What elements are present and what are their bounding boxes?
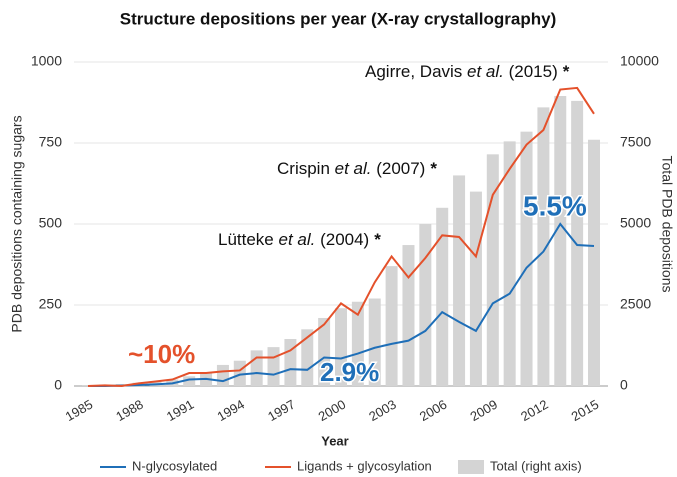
x-tick-label: 2006: [417, 397, 450, 424]
bar: [588, 139, 600, 386]
bar: [554, 96, 567, 387]
bar: [301, 329, 314, 386]
legend-label: Ligands + glycosylation: [297, 458, 432, 473]
bar: [368, 298, 381, 386]
annotation-part: *: [374, 230, 381, 249]
legend-item: Total (right axis): [458, 458, 582, 474]
x-tick-label: 1988: [113, 397, 146, 424]
bar: [183, 376, 196, 386]
bar: [469, 191, 482, 386]
annotation-part: (2015): [504, 62, 558, 81]
y2-tick-label: 10000: [620, 53, 659, 69]
annotation-part: Crispin: [277, 159, 335, 178]
annotation-part: *: [563, 62, 570, 81]
line: [88, 222, 595, 387]
line: [87, 86, 595, 388]
annotation-part: et al.: [279, 230, 316, 249]
bar: [216, 364, 229, 386]
x-tick-label: 2000: [316, 397, 349, 424]
annotation-percent: ~10%: [128, 339, 195, 369]
x-tick-label: 2015: [569, 397, 602, 424]
x-tick-label: 2009: [467, 397, 500, 424]
bar: [335, 308, 347, 386]
bar: [351, 301, 364, 386]
x-tick-label: 1997: [265, 397, 298, 424]
x-tick-label: 1994: [214, 397, 247, 424]
legend-label: N-glycosylated: [132, 458, 217, 473]
legend-label: Total (right axis): [490, 458, 582, 473]
bar: [250, 350, 263, 386]
y-tick-label: 750: [39, 134, 63, 150]
y2-tick-label: 0: [620, 377, 628, 393]
bar: [267, 347, 280, 386]
y-tick-label: 1000: [31, 53, 62, 69]
annotation-percent: 5.5%: [523, 190, 587, 221]
bar: [385, 266, 398, 386]
y2-axis-title: Total PDB depositions: [659, 156, 675, 293]
annotation-part: Lütteke: [218, 230, 279, 249]
y-tick-label: 0: [54, 377, 62, 393]
x-tick-label: 1991: [164, 397, 197, 424]
x-tick-label: 2003: [366, 397, 399, 424]
y2-tick-label: 5000: [620, 215, 651, 231]
annotation-part: *: [430, 159, 437, 178]
legend-item: Ligands + glycosylation: [265, 458, 432, 473]
grid: [74, 61, 608, 387]
y-tick-label: 500: [39, 215, 63, 231]
annotation: Agirre, Davis et al. (2015) *: [365, 62, 570, 81]
bar: [503, 141, 516, 386]
annotation: Lütteke et al. (2004) *: [218, 230, 381, 249]
chart-title: Structure depositions per year (X-ray cr…: [120, 9, 556, 28]
bar: [318, 317, 331, 386]
annotation-part: (2004): [315, 230, 369, 249]
annotation-part: Agirre, Davis: [365, 62, 467, 81]
x-tick-label: 1985: [63, 397, 96, 424]
bar: [520, 131, 533, 386]
bar: [453, 175, 466, 386]
bar: [486, 154, 499, 386]
annotation-percent: 2.9%: [320, 357, 379, 387]
annotation-part: (2007): [371, 159, 425, 178]
annotation: Crispin et al. (2007) *: [277, 159, 437, 178]
x-tick-label: 2012: [518, 397, 551, 424]
bar: [571, 100, 584, 386]
legend-swatch: [458, 460, 484, 474]
y2-tick-label: 7500: [620, 134, 651, 150]
x-axis-title: Year: [321, 433, 348, 448]
bar: [436, 207, 449, 386]
bar: [419, 224, 432, 386]
y-axis-title: PDB depositions containing sugars: [9, 115, 25, 332]
annotation-part: et al.: [467, 62, 504, 81]
legend-item: N-glycosylated: [100, 458, 217, 473]
y-tick-label: 250: [39, 296, 63, 312]
bar: [537, 107, 550, 387]
annotation-part: et al.: [335, 159, 372, 178]
bar: [402, 245, 415, 386]
y2-tick-label: 2500: [620, 296, 651, 312]
